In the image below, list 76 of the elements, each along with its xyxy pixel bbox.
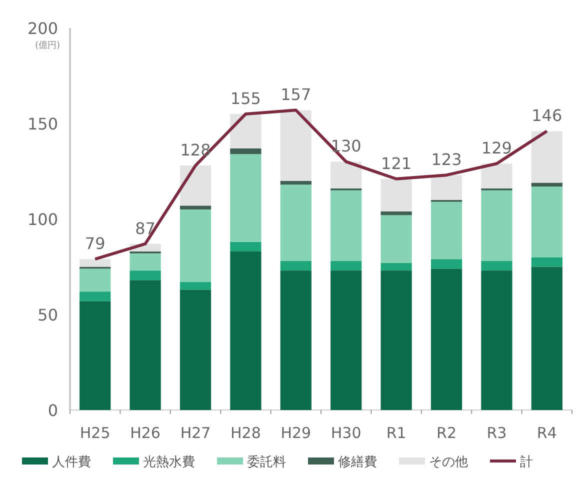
bar	[430, 268, 462, 410]
bar	[80, 292, 111, 302]
bar	[481, 164, 512, 188]
y-tick-label: 0	[48, 401, 58, 420]
bar	[230, 242, 262, 252]
bar	[531, 131, 562, 183]
x-tick-label: R4	[536, 424, 557, 442]
bar	[80, 301, 111, 410]
y-tick-label: 100	[27, 210, 58, 229]
bar	[380, 270, 412, 410]
bar	[380, 215, 412, 263]
x-tick-label: H25	[80, 424, 110, 442]
data-label: 130	[330, 136, 362, 156]
bar	[280, 184, 312, 262]
bar	[380, 262, 412, 271]
bar	[180, 282, 212, 290]
bar	[80, 268, 111, 292]
bar	[230, 154, 262, 242]
legend-label: 人件費	[52, 455, 91, 470]
bar	[130, 253, 161, 271]
legend-label: その他	[429, 455, 468, 470]
bar	[130, 270, 161, 280]
bar	[280, 270, 312, 410]
bar	[330, 270, 362, 410]
bar	[180, 206, 212, 210]
bar	[531, 186, 562, 258]
bar	[481, 190, 512, 262]
data-label: 129	[481, 138, 512, 158]
bar	[180, 290, 212, 410]
legend-label: 委託料	[247, 455, 286, 470]
bar	[330, 190, 362, 262]
bar	[280, 261, 312, 271]
bar	[380, 178, 412, 212]
bar	[430, 259, 462, 269]
bar	[430, 175, 462, 200]
bar	[230, 114, 262, 148]
data-label: 123	[431, 150, 462, 170]
bar	[180, 166, 212, 206]
bar	[280, 180, 312, 185]
bar	[230, 251, 262, 410]
bar	[430, 202, 462, 260]
bar	[531, 266, 562, 410]
bar	[481, 270, 512, 410]
bar	[481, 261, 512, 271]
x-tick-label: R2	[436, 424, 456, 442]
bar	[531, 257, 562, 267]
x-tick-label: H29	[280, 424, 312, 442]
x-tick-label: H27	[180, 424, 211, 442]
bar	[531, 182, 562, 187]
x-tick-label: H26	[130, 424, 160, 442]
bar	[280, 110, 312, 181]
x-tick-label: R3	[486, 424, 507, 442]
data-label: 121	[381, 154, 412, 173]
bar	[380, 211, 412, 216]
y-tick-label: 200	[27, 19, 58, 38]
data-label: 87	[135, 218, 156, 238]
bar	[330, 162, 362, 188]
bar	[180, 209, 212, 282]
data-label: 155	[230, 88, 261, 108]
data-label: 146	[532, 106, 562, 126]
bar	[230, 148, 262, 154]
x-tick-label: H30	[330, 424, 362, 442]
bar	[330, 261, 362, 271]
y-axis-title: (億円)	[34, 40, 60, 51]
y-tick-label: 50	[38, 306, 58, 324]
x-tick-label: R1	[386, 424, 406, 442]
bar	[80, 259, 111, 267]
y-tick-label: 150	[27, 114, 58, 134]
data-label: 79	[84, 234, 106, 254]
legend-label: 計	[520, 455, 533, 470]
data-label: 128	[180, 140, 211, 160]
x-tick-label: H28	[230, 424, 261, 442]
bar	[130, 280, 161, 410]
data-label: 157	[280, 85, 312, 104]
legend-label: 光熱水費	[143, 455, 195, 470]
legend-label: 修繕費	[338, 455, 377, 470]
